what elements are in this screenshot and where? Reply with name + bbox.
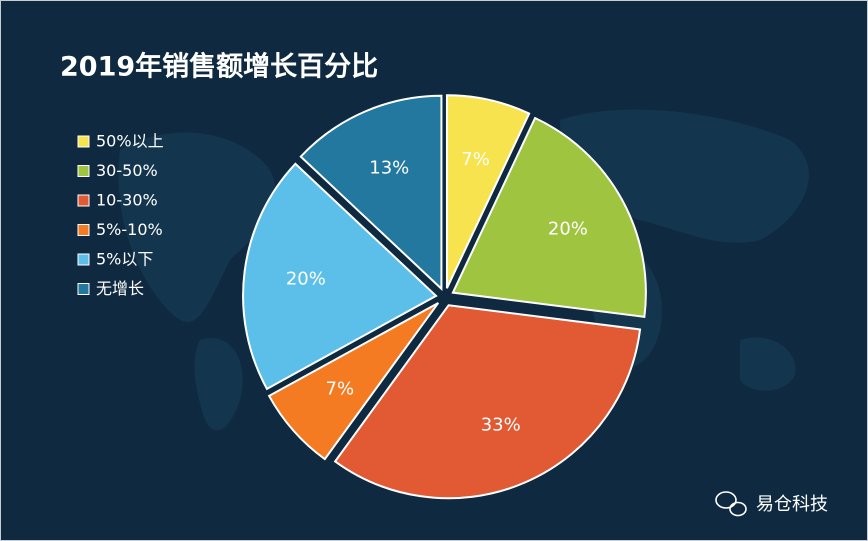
legend-swatch — [77, 253, 90, 266]
pie-slice — [267, 302, 440, 461]
data-label: 13% — [369, 157, 409, 178]
legend-label: 5%以下 — [96, 250, 153, 269]
data-label: 20% — [548, 218, 588, 239]
legend-label: 无增长 — [96, 279, 144, 298]
pie-slice — [299, 94, 443, 292]
legend-label: 5%-10% — [96, 220, 163, 239]
legend-swatch — [77, 224, 90, 236]
legend-label: 10-30% — [96, 191, 158, 210]
legend-label: 30-50% — [96, 161, 158, 180]
pie-slice — [445, 94, 531, 289]
pie-slice — [242, 162, 438, 391]
legend-label: 50%以上 — [96, 132, 164, 151]
legend-swatch — [77, 283, 90, 295]
data-label: 7% — [326, 379, 355, 400]
pie-slice — [333, 304, 642, 500]
legend-swatch — [77, 194, 90, 207]
data-label: 20% — [286, 268, 326, 289]
legend-swatch — [77, 165, 90, 177]
watermark: 易仓科技 — [756, 494, 828, 515]
pie-slice — [451, 116, 647, 318]
legend-swatch — [77, 135, 90, 148]
pie: 7% 20% 33% 7% 20% 13% — [242, 94, 647, 500]
chart-title: 2019年销售额增长百分比 — [60, 51, 378, 83]
data-label: 33% — [481, 415, 521, 436]
wechat-icon — [715, 491, 747, 517]
data-label: 7% — [461, 149, 490, 170]
